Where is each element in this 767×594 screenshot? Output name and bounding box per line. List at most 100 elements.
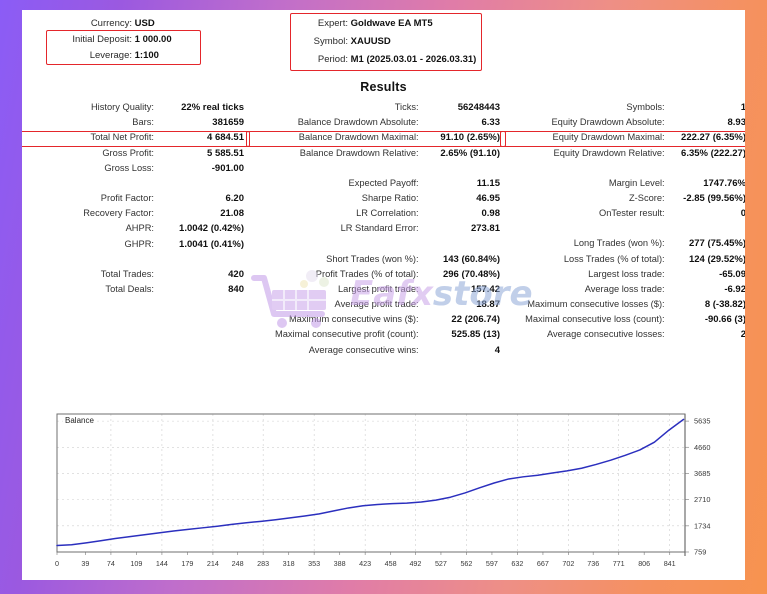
stat-row-expected-payoff: Expected Payoff: 11.15 bbox=[252, 177, 501, 193]
x-axis-tick: 423 bbox=[359, 559, 371, 568]
stat-row-long-trades-won: Long Trades (won %): 277 (75.45%) bbox=[506, 238, 745, 253]
stat-value: 21.08 bbox=[220, 208, 244, 220]
stat-label: Long Trades (won %): bbox=[573, 238, 665, 249]
stat-value: 6.35% (222.27) bbox=[681, 147, 745, 159]
stat-label: Expected Payoff: bbox=[348, 177, 419, 188]
stat-row-profit-factor: Profit Factor: 6.20 bbox=[22, 193, 244, 208]
x-axis-tick: 702 bbox=[562, 559, 574, 568]
stat-label: Z-Score: bbox=[628, 192, 665, 203]
leverage-row: Leverage: 1:100 bbox=[22, 50, 159, 61]
stat-row-total-net-profit: Total Net Profit: 4 684.51 bbox=[22, 131, 250, 148]
stat-value: 91.10 (2.65%) bbox=[440, 132, 500, 144]
stat-row-equity-drawdown-relative: Equity Drawdown Relative: 6.35% (222.27) bbox=[506, 148, 745, 163]
stat-row-recovery-factor: Recovery Factor: 21.08 bbox=[22, 208, 244, 223]
y-axis-tick: 1734 bbox=[694, 521, 710, 530]
stat-value: -65.09 bbox=[719, 268, 745, 280]
x-axis-tick: 527 bbox=[435, 559, 447, 568]
stat-label: Total Deals: bbox=[105, 283, 154, 294]
x-axis-tick: 353 bbox=[308, 559, 320, 568]
stat-row-lr-correlation: LR Correlation: 0.98 bbox=[252, 208, 500, 223]
stats-column-1: History Quality: 22% real ticks Bars: 38165… bbox=[22, 102, 250, 299]
stat-label: Total Trades: bbox=[100, 268, 154, 279]
expert-label: Expert: bbox=[317, 18, 348, 29]
stat-label: Bars: bbox=[132, 117, 154, 128]
currency-value: USD bbox=[134, 18, 155, 29]
leverage-label: Leverage: bbox=[89, 50, 132, 61]
stat-label: Equity Drawdown Maximal: bbox=[552, 132, 665, 143]
stat-row-average-consecutive-wins: Average consecutive wins: 4 bbox=[252, 345, 500, 360]
x-axis-tick: 109 bbox=[130, 559, 142, 568]
stat-value: 8 (-38.82) bbox=[704, 299, 745, 311]
stat-row-margin-level: Margin Level: 1747.76% bbox=[506, 178, 745, 193]
report-header: Currency: USD Initial Deposit: 1 000.00 … bbox=[22, 10, 745, 78]
stat-row-maximal-consecutive-loss-count: Maximal consecutive loss (count): -90.66 … bbox=[506, 314, 745, 329]
expert-row: Expert: Goldwave EA MT5 bbox=[300, 18, 433, 29]
stat-row-ghpr: GHPR: 1.0041 (0.41%) bbox=[22, 239, 244, 254]
stat-value: -2.85 (99.56%) bbox=[683, 192, 745, 204]
stat-row-loss-trades-of-total: Loss Trades (% of total): 124 (29.52%) bbox=[506, 254, 745, 269]
stat-label: Average loss trade: bbox=[584, 283, 665, 294]
stat-row-ahpr: AHPR: 1.0042 (0.42%) bbox=[22, 223, 244, 238]
currency-row: Currency: USD bbox=[22, 18, 155, 29]
stat-label: Maximal consecutive profit (count): bbox=[274, 329, 419, 340]
period-value: M1 (2025.03.01 - 2026.03.31) bbox=[350, 54, 477, 65]
x-axis-tick: 214 bbox=[207, 559, 219, 568]
stat-label: Equity Drawdown Absolute: bbox=[551, 117, 665, 128]
statistics-grid: History Quality: 22% real ticks Bars: 38165… bbox=[22, 102, 745, 392]
stat-label: Maximum consecutive losses ($): bbox=[527, 299, 665, 310]
stat-label: Total Net Profit: bbox=[90, 132, 154, 143]
chart-series-label: Balance bbox=[63, 416, 96, 425]
x-axis-tick: 492 bbox=[409, 559, 421, 568]
stat-row-largest-profit-trade: Largest profit trade: 157.42 bbox=[252, 284, 500, 299]
stat-value: 22 (206.74) bbox=[451, 314, 500, 326]
stat-value: 124 (29.52%) bbox=[688, 253, 745, 265]
stat-label: Balance Drawdown Maximal: bbox=[298, 132, 419, 143]
stats-spacer bbox=[22, 254, 244, 269]
stat-value: 6.20 bbox=[225, 192, 245, 204]
stat-value: 296 (70.48%) bbox=[442, 268, 500, 280]
balance-curve bbox=[56, 418, 685, 547]
stat-row-sharpe-ratio: Sharpe Ratio: 46.95 bbox=[252, 193, 500, 208]
stats-spacer bbox=[506, 163, 745, 178]
stat-value: -90.66 (3) bbox=[704, 314, 745, 326]
stat-label: Average profit trade: bbox=[334, 299, 419, 310]
x-axis-tick: 144 bbox=[156, 559, 168, 568]
stats-spacer bbox=[252, 163, 500, 178]
x-axis-tick: 0 bbox=[55, 559, 59, 568]
x-axis-tick: 736 bbox=[587, 559, 599, 568]
stat-value: 157.42 bbox=[470, 283, 500, 295]
x-axis-tick: 667 bbox=[537, 559, 549, 568]
stat-label: Gross Loss: bbox=[104, 162, 154, 173]
stats-column-2: Ticks: 56248443 Balance Drawdown Absolute:… bbox=[246, 102, 506, 360]
stat-row-maximal-consecutive-profit-count: Maximal consecutive profit (count): 525.8… bbox=[252, 329, 500, 344]
stat-label: Profit Factor: bbox=[100, 192, 154, 203]
stat-label: OnTester result: bbox=[599, 208, 665, 219]
stat-row-z-score: Z-Score: -2.85 (99.56%) bbox=[506, 193, 745, 208]
stat-row-average-profit-trade: Average profit trade: 18.87 bbox=[252, 299, 500, 314]
stat-row-balance-drawdown-relative: Balance Drawdown Relative: 2.65% (91.10) bbox=[252, 148, 500, 163]
stat-row-equity-drawdown-absolute: Equity Drawdown Absolute: 8.93 bbox=[506, 117, 745, 132]
currency-label: Currency: bbox=[90, 18, 132, 29]
x-axis-tick: 318 bbox=[283, 559, 295, 568]
stat-value: 56248443 bbox=[457, 102, 500, 113]
stat-label: Maximum consecutive wins ($): bbox=[288, 314, 419, 325]
stat-value: 277 (75.45%) bbox=[688, 238, 745, 250]
stat-value: 420 bbox=[228, 268, 244, 280]
stat-row-total-deals: Total Deals: 840 bbox=[22, 284, 244, 299]
stat-value: 4 bbox=[494, 344, 500, 356]
stat-label: Largest profit trade: bbox=[338, 283, 419, 294]
stats-spacer bbox=[22, 178, 244, 193]
stat-label: Symbols: bbox=[626, 102, 665, 112]
symbol-value: XAUUSD bbox=[350, 36, 391, 47]
x-axis-tick: 388 bbox=[334, 559, 346, 568]
stat-label: Equity Drawdown Relative: bbox=[553, 147, 665, 158]
initial-deposit-label: Initial Deposit: bbox=[72, 34, 132, 45]
stat-value: 2.65% (91.10) bbox=[440, 147, 500, 159]
stat-value: 6.33 bbox=[481, 117, 501, 129]
stat-value: 1.0041 (0.41%) bbox=[179, 238, 244, 250]
stat-label: Recovery Factor: bbox=[83, 208, 154, 219]
stat-label: History Quality: bbox=[90, 102, 154, 112]
initial-deposit-value: 1 000.00 bbox=[134, 34, 172, 45]
x-axis-tick: 458 bbox=[385, 559, 397, 568]
stat-value: -901.00 bbox=[211, 162, 244, 174]
